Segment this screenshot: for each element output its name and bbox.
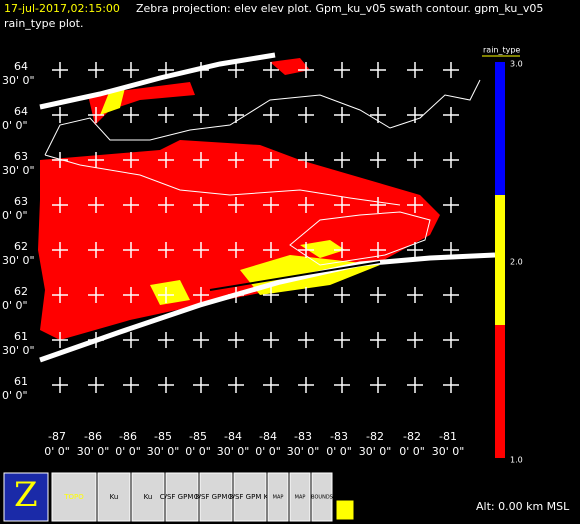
lat-label: 64 (14, 60, 28, 73)
colorbar-label: 1.0 (510, 456, 523, 465)
track (209, 261, 381, 291)
altitude: Alt: 0.00 km MSL (476, 500, 570, 513)
lon-label: 0' 0" (326, 445, 352, 458)
colorbar-segment (495, 62, 505, 195)
lat-label: 0' 0" (2, 389, 28, 402)
icon-label: C/SF GPM Ku (160, 493, 205, 501)
icon-button[interactable] (267, 472, 289, 522)
lon-label: 0' 0" (185, 445, 211, 458)
icon-bar: TOPO Ku Ku C/SF GPM KuC/SF GPM KuC/SF GPM K… (51, 472, 355, 522)
lat-label: 30' 0" (2, 164, 35, 177)
colorbar-label: 2.0 (510, 258, 523, 267)
lon-label: 0' 0" (115, 445, 141, 458)
lat-label: 0' 0" (2, 209, 28, 222)
icon-button[interactable] (233, 472, 267, 522)
icon-label: C/SF GPM Ku (194, 493, 239, 501)
lon-label: 30' 0" (77, 445, 110, 458)
lat-label: 62 (14, 285, 28, 298)
timestamp: 17-jul-2017,02:15:00 (4, 2, 120, 15)
lon-label: -86 (119, 430, 137, 443)
lon-label: -81 (439, 430, 457, 443)
swath-edges (39, 52, 496, 363)
icon-button[interactable] (97, 472, 131, 522)
icon-button[interactable] (199, 472, 233, 522)
lon-label: -85 (189, 430, 207, 443)
lat-label: 0' 0" (2, 299, 28, 312)
lon-label: -86 (84, 430, 102, 443)
lon-label: 30' 0" (432, 445, 465, 458)
rain-field (38, 58, 440, 340)
icon-button[interactable] (131, 472, 165, 522)
lon-label: -84 (259, 430, 277, 443)
graticule (52, 62, 459, 393)
lat-label: 64 (14, 105, 28, 118)
lat-label: 63 (14, 195, 28, 208)
colorbar-label: 3.0 (510, 60, 523, 69)
lat-label: 61 (14, 375, 28, 388)
icon-label: MAP (273, 495, 284, 501)
icon-button[interactable] (289, 472, 311, 522)
colorbar-segment (495, 325, 505, 458)
lon-label: 30' 0" (147, 445, 180, 458)
lat-label: 30' 0" (2, 74, 35, 87)
lon-label: -83 (330, 430, 348, 443)
icon-label: Ku (144, 493, 153, 501)
lon-label: 30' 0" (287, 445, 320, 458)
icon-label: BOUNDS (311, 495, 333, 501)
lon-label: -85 (154, 430, 172, 443)
lon-label: 30' 0" (217, 445, 250, 458)
lon-label: 0' 0" (399, 445, 425, 458)
colorbar-title: rain_type (483, 46, 520, 55)
description-cont: rain_type plot. (4, 17, 83, 30)
lat-label: 30' 0" (2, 254, 35, 267)
lon-label: -83 (294, 430, 312, 443)
grid-button[interactable] (335, 499, 355, 521)
lat-label: 62 (14, 240, 28, 253)
icon-label: C/SF GPM Ku (228, 493, 273, 501)
lon-label: -84 (224, 430, 242, 443)
icon-button[interactable] (311, 472, 333, 522)
colorbar-segment (495, 195, 505, 325)
lon-label: 0' 0" (255, 445, 281, 458)
lon-label: 0' 0" (44, 445, 70, 458)
lon-label: 30' 0" (359, 445, 392, 458)
icon-label: MAP (295, 495, 306, 501)
icon-button[interactable] (165, 472, 199, 522)
lon-label: -82 (366, 430, 384, 443)
lat-label: 0' 0" (2, 119, 28, 132)
lon-label: -82 (403, 430, 421, 443)
icon-button[interactable] (51, 472, 97, 522)
lat-label: 63 (14, 150, 28, 163)
lat-label: 30' 0" (2, 344, 35, 357)
icon-label: TOPO (63, 493, 84, 501)
zebra-logo[interactable] (3, 472, 49, 522)
lon-label: -87 (48, 430, 66, 443)
zebra-logo-mark: Z (14, 475, 38, 515)
coastlines (44, 79, 481, 266)
icon-label: Ku (110, 493, 119, 501)
description: Zebra projection: elev elev plot. Gpm_ku… (136, 2, 543, 15)
lat-label: 61 (14, 330, 28, 343)
